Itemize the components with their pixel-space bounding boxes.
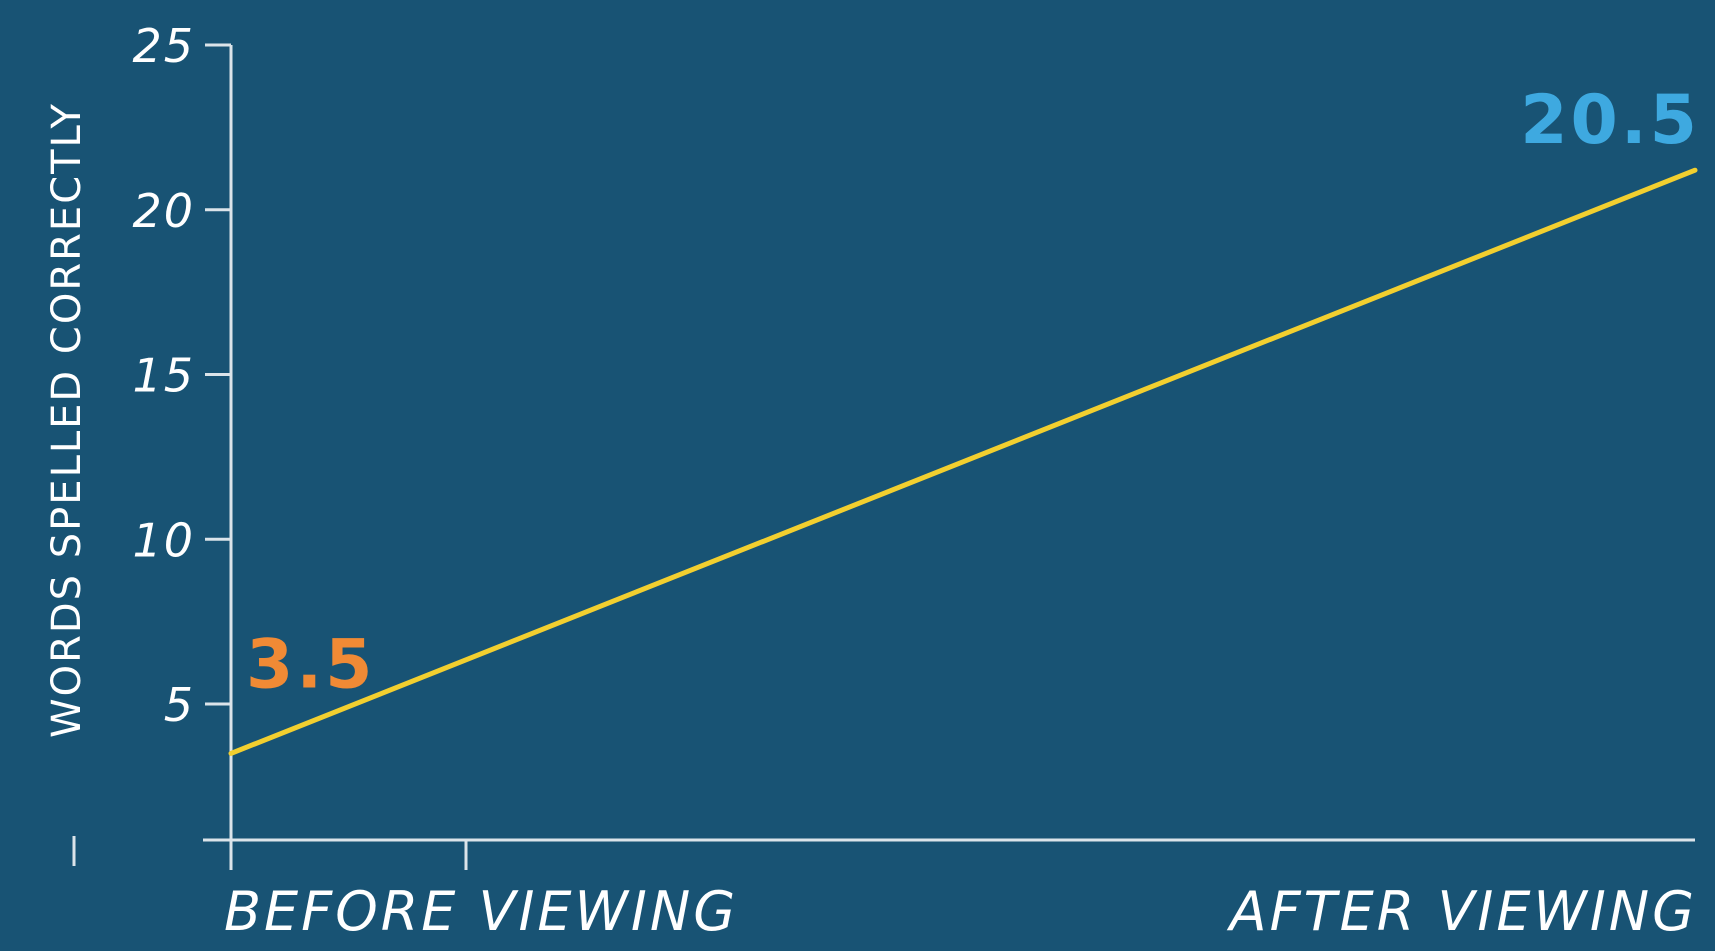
y-tick-label: 15 bbox=[132, 349, 195, 403]
x-category-label-before: BEFORE VIEWING bbox=[224, 880, 738, 943]
x-ticks: BEFORE VIEWING AFTER VIEWING bbox=[224, 840, 1697, 943]
y-ticks: 5 10 15 20 25 bbox=[132, 19, 231, 732]
y-tick-label: 25 bbox=[132, 19, 195, 73]
y-tick-label: 5 bbox=[164, 678, 195, 732]
y-tick-label: 20 bbox=[132, 184, 195, 238]
y-tick-label: 10 bbox=[132, 513, 195, 567]
x-category-label-after: AFTER VIEWING bbox=[1227, 880, 1697, 943]
data-label-after: 20.5 bbox=[1520, 81, 1700, 160]
data-label-before: 3.5 bbox=[246, 625, 375, 704]
y-axis-title: WORDS SPELLED CORRECTLY bbox=[44, 102, 90, 738]
series-line bbox=[228, 167, 1698, 756]
